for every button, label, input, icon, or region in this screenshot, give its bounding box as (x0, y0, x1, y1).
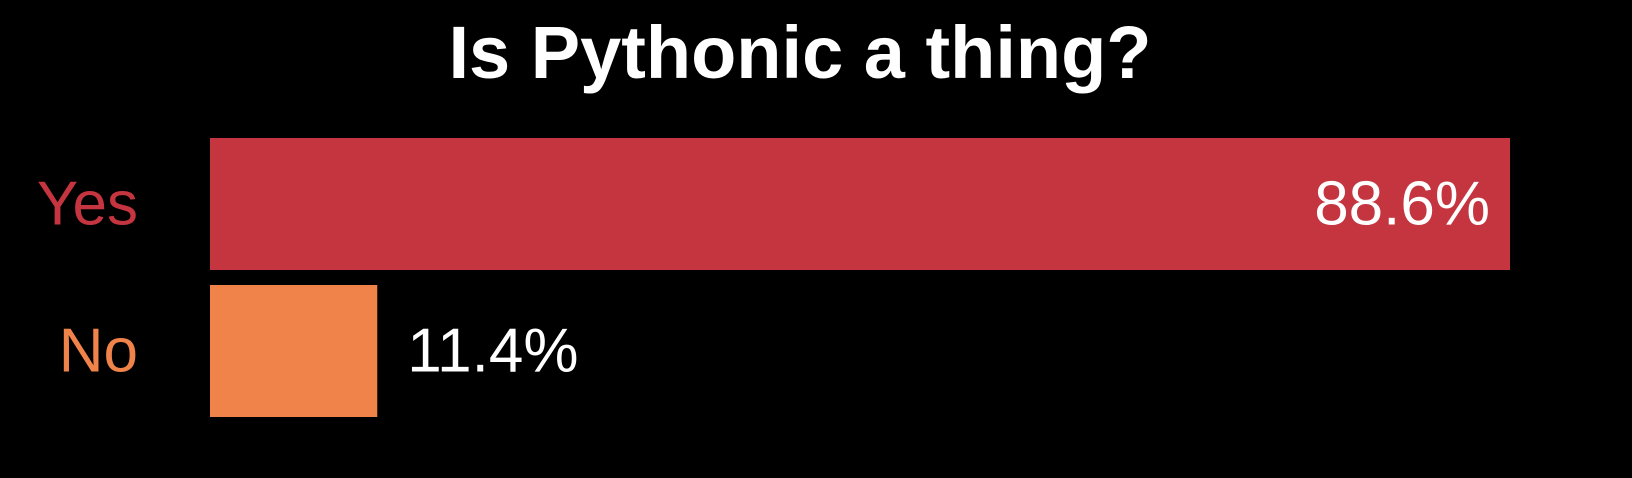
bars-group: Yes 88.6% No 11.4% (37, 138, 1510, 417)
chart-title: Is Pythonic a thing? (448, 11, 1151, 94)
value-label-no: 11.4% (407, 317, 578, 386)
bar-no (210, 285, 378, 417)
bar-yes (210, 138, 1510, 270)
value-label-yes: 88.6% (1314, 170, 1490, 239)
category-label-no: No (59, 317, 138, 386)
category-label-yes: Yes (37, 170, 138, 239)
